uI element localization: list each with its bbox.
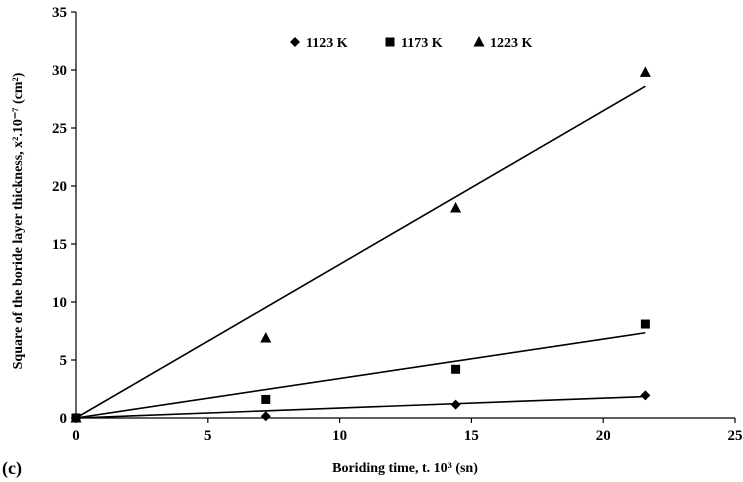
fit-line-1223-k	[75, 85, 646, 419]
data-point-1223-k	[450, 202, 462, 213]
x-axis-label: Boriding time, t. 10³ (sn)	[332, 461, 478, 476]
y-tick-label: 25	[52, 121, 67, 137]
fit-line-1123-k	[75, 395, 646, 419]
legend-marker-1123-k	[290, 37, 300, 47]
y-axis-label: Square of the boride layer thickness, x²…	[11, 72, 26, 369]
x-ticks: 0 5 10 15 20 25	[72, 418, 743, 444]
plot-area: 0 5 10 15 20 25 0 5 10 15 20 25 30 35	[52, 5, 743, 444]
y-tick-label: 35	[52, 5, 67, 21]
y-tick-label: 20	[52, 179, 67, 195]
x-tick-label: 10	[332, 428, 347, 444]
legend: 1123 K 1173 K 1223 K	[290, 36, 533, 51]
x-tick-label: 5	[204, 428, 212, 444]
legend-label-1173-k: 1173 K	[401, 36, 443, 51]
data-point-1123-k	[260, 411, 271, 422]
y-tick-label: 10	[52, 295, 67, 311]
y-tick-label: 15	[52, 237, 67, 253]
y-ticks: 0 5 10 15 20 25 30 35	[52, 5, 76, 427]
x-tick-label: 0	[72, 428, 80, 444]
data-point-1173-k	[640, 319, 650, 329]
data-point-1123-k	[450, 399, 461, 410]
data-point-1173-k	[451, 364, 461, 374]
data-point-1223-k	[260, 331, 272, 343]
fit-line-1173-k	[75, 331, 646, 419]
y-tick-label: 0	[60, 411, 68, 427]
fit-lines	[75, 85, 646, 419]
data-point-1223-k	[70, 412, 82, 423]
legend-label-1223-k: 1223 K	[490, 36, 533, 51]
x-tick-label: 15	[464, 428, 479, 444]
y-tick-label: 30	[52, 63, 67, 79]
x-tick-label: 20	[596, 428, 611, 444]
x-tick-label: 25	[728, 428, 743, 444]
data-point-1123-k	[640, 390, 651, 401]
data-point-1173-k	[261, 394, 271, 404]
legend-marker-1223-k	[473, 36, 485, 47]
data-markers	[70, 66, 651, 423]
panel-label: (c)	[2, 458, 22, 479]
legend-label-1123-k: 1123 K	[306, 36, 348, 51]
legend-marker-1173-k	[385, 37, 395, 47]
y-tick-label: 5	[60, 353, 68, 369]
data-point-1223-k	[639, 66, 651, 77]
